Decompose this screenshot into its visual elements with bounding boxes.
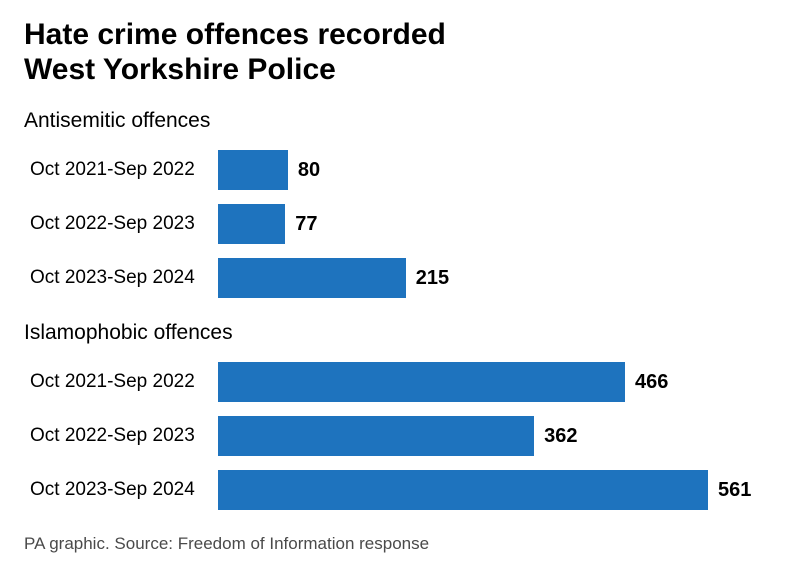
chart-section: Antisemitic offencesOct 2021-Sep 202280O… (24, 109, 776, 303)
bar (218, 150, 288, 190)
chart-row: Oct 2021-Sep 2022 80 (24, 145, 776, 195)
chart-row: Oct 2023-Sep 2024 561 (24, 465, 776, 515)
chart-section: Islamophobic offences Oct 2021-Sep 2022 46… (24, 321, 776, 515)
bar-value-label: 362 (544, 425, 577, 448)
chart-row: Oct 2023-Sep 2024 215 (24, 253, 776, 303)
title-line-1: Hate crime offences recorded (24, 18, 446, 51)
bar-area: 466 (218, 357, 776, 407)
bar (218, 362, 625, 402)
row-period-label: Oct 2022-Sep 2023 (24, 213, 218, 235)
bar (218, 204, 285, 244)
chart-row: Oct 2021-Sep 2022 466 (24, 357, 776, 407)
chart-root: Antisemitic offencesOct 2021-Sep 202280O… (24, 109, 776, 515)
section-heading: Antisemitic offences (24, 109, 776, 133)
chart-title: Hate crime offences recorded West Yorksh… (24, 18, 776, 87)
bar-value-label: 215 (416, 267, 449, 290)
title-line-2: West Yorkshire Police (24, 53, 336, 86)
bar-value-label: 466 (635, 371, 668, 394)
bar-area: 215 (218, 253, 776, 303)
row-period-label: Oct 2021-Sep 2022 (24, 371, 218, 393)
bar (218, 416, 534, 456)
chart-row: Oct 2022-Sep 2023 362 (24, 411, 776, 461)
bar-area: 561 (218, 465, 776, 515)
bar (218, 470, 708, 510)
chart-footer: PA graphic. Source: Freedom of Informati… (24, 534, 429, 554)
bar-area: 77 (218, 199, 776, 249)
bar-area: 362 (218, 411, 776, 461)
bar-value-label: 77 (295, 213, 317, 236)
bar-value-label: 80 (298, 159, 320, 182)
bar-value-label: 561 (718, 479, 751, 502)
row-period-label: Oct 2023-Sep 2024 (24, 479, 218, 501)
row-period-label: Oct 2023-Sep 2024 (24, 267, 218, 289)
bar (218, 258, 406, 298)
chart-row: Oct 2022-Sep 2023 77 (24, 199, 776, 249)
bar-area: 80 (218, 145, 776, 195)
row-period-label: Oct 2022-Sep 2023 (24, 425, 218, 447)
row-period-label: Oct 2021-Sep 2022 (24, 159, 218, 181)
section-heading: Islamophobic offences (24, 321, 776, 345)
